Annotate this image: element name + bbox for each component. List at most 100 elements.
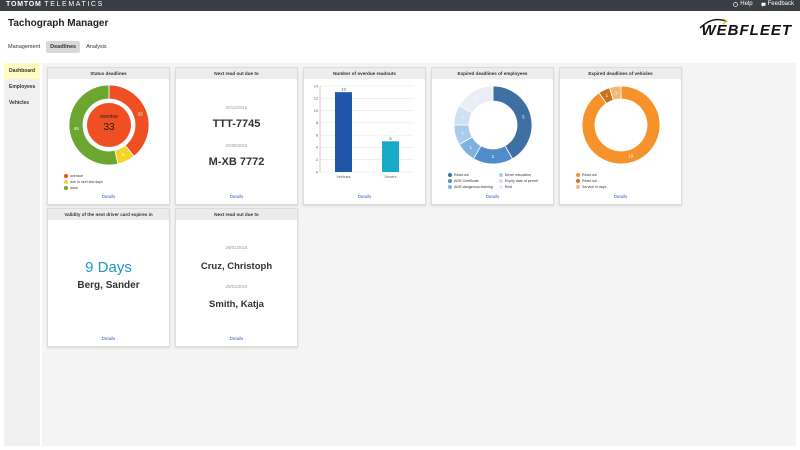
legend-label: Read out ... — [582, 179, 601, 183]
legend-swatch — [64, 186, 68, 190]
legend-swatch — [498, 185, 503, 189]
donut-slice-done — [68, 84, 119, 166]
donut-slice-read-out — [581, 85, 661, 165]
days-remaining: 9 Days — [85, 259, 132, 276]
card-title: Expired deadlines of vehicles — [560, 68, 681, 79]
legend-swatch — [576, 173, 580, 177]
readout-date: 20/09/2016 — [225, 143, 248, 148]
legend-label: ADR Certificate — [454, 179, 479, 183]
vehicle-plate: M-XB 7772 — [208, 156, 265, 168]
card-title: Status deadlines — [48, 68, 169, 79]
details-link[interactable]: Details — [229, 336, 244, 341]
employees-expired-card: Expired deadlines of employees 5 2 1 1 1 2 Re… — [431, 67, 554, 205]
next-readout-vehicles-card: Next read out due to 20/11/2015 TTT-7745… — [175, 67, 298, 205]
status-deadlines-card: Status deadlines 33 6 45 overdue 33 overdu… — [47, 67, 170, 205]
driver-card-validity-card: Validity of the next driver card expires… — [47, 208, 170, 347]
y-tick-label: 6 — [316, 133, 318, 137]
details-link[interactable]: Details — [101, 336, 116, 341]
employees-legend: Read out ADR Certificate ADR-dangerous-t… — [448, 172, 538, 190]
top-bar: TOMTOM TELEMATICS Help Feedback — [0, 0, 800, 11]
status-donut-chart: 33 6 45 overdue 33 — [68, 84, 150, 166]
donut-slice-rest — [458, 85, 494, 114]
x-tick-label: Vehicles — [336, 175, 350, 179]
feedback-link[interactable]: Feedback — [761, 1, 794, 7]
donut-slice-label: 1 — [606, 93, 609, 98]
y-tick-label: 4 — [316, 146, 318, 150]
donut-center-value: 33 — [103, 122, 115, 133]
bar-value-label: 5 — [389, 136, 392, 141]
legend-swatch — [448, 179, 452, 183]
donut-slice-label: 1 — [461, 131, 464, 136]
legend-label: Rest — [504, 185, 513, 189]
details-link[interactable]: Details — [357, 194, 372, 199]
legend-swatch — [64, 180, 68, 184]
feedback-icon — [761, 2, 766, 7]
y-tick-label: 8 — [316, 121, 318, 125]
details-link[interactable]: Details — [229, 194, 244, 199]
details-link[interactable]: Details — [613, 194, 628, 199]
bar-drivers — [382, 141, 399, 172]
tab-management[interactable]: Management — [8, 44, 41, 50]
legend-swatch — [64, 174, 68, 178]
donut-slice-label: 19 — [628, 154, 634, 159]
sidebar-item-employees[interactable]: Employees — [9, 84, 36, 90]
brand-logo: TOMTOM TELEMATICS — [6, 1, 104, 8]
legend-swatch — [576, 185, 580, 189]
donut-center-label: overdue — [100, 114, 118, 120]
vehicles-legend: Read out Read out ... Service in days — [576, 172, 606, 190]
tab-deadlines[interactable]: Deadlines — [46, 41, 81, 53]
tab-analysis[interactable]: Analysis — [86, 44, 107, 50]
details-link[interactable]: Details — [101, 194, 116, 199]
card-title: Next read out due to — [176, 68, 297, 79]
donut-slice-read-out — [492, 85, 533, 160]
donut-slice-label: 1 — [615, 90, 618, 95]
help-link[interactable]: Help — [733, 1, 753, 7]
card-title: Expired deadlines of employees — [432, 68, 553, 79]
legend-swatch — [576, 179, 580, 183]
donut-slice-label: 2 — [492, 154, 495, 159]
overdue-readouts-card: Number of overdue readouts 0 2 4 6 8 10 12 14 13… — [303, 67, 426, 205]
sidebar-item-dashboard[interactable]: Dashboard — [4, 63, 40, 79]
vehicle-plate: TTT-7745 — [212, 118, 261, 130]
donut-slice-label: 45 — [74, 126, 80, 131]
donut-slice-label: 5 — [522, 114, 525, 119]
legend-swatch — [498, 173, 503, 177]
driver-name: Cruz, Christoph — [200, 261, 273, 272]
readout-date: 25/01/2016 — [225, 284, 248, 289]
bar-vehicles — [335, 92, 352, 172]
legend-label: Read out — [454, 173, 469, 177]
donut-slice-label: 6 — [122, 152, 125, 157]
legend-label: overdue — [70, 174, 83, 178]
y-tick-label: 12 — [314, 97, 318, 101]
legend-label: due in next few days — [70, 180, 103, 184]
legend-label: Read out — [582, 173, 597, 177]
legend-label: Service in days — [582, 185, 607, 189]
card-title: Next read out due to — [176, 209, 297, 220]
status-legend: overdue due in next few days done — [64, 173, 103, 191]
readout-date: 26/01/2016 — [225, 245, 248, 250]
vehicles-expired-card: Expired deadlines of vehicles 19 1 1 Read … — [559, 67, 682, 205]
page-title: Tachograph Manager — [8, 18, 109, 29]
details-link[interactable]: Details — [485, 194, 500, 199]
legend-label: done — [70, 186, 78, 190]
y-tick-label: 10 — [314, 109, 318, 113]
legend-label: ADR-dangerous-training — [454, 185, 493, 189]
sidebar-item-vehicles[interactable]: Vehicles — [9, 100, 30, 106]
dashboard-content: Status deadlines 33 6 45 overdue 33 overdu… — [42, 63, 796, 446]
webfleet-swoosh-icon — [699, 18, 728, 29]
donut-center — [87, 103, 131, 147]
sidebar: Dashboard Employees Vehicles — [4, 63, 40, 446]
y-tick-label: 0 — [316, 170, 318, 174]
webfleet-logo: WEBFLEET — [698, 18, 792, 40]
y-tick-label: 14 — [314, 84, 318, 88]
driver-name: Smith, Katja — [209, 299, 264, 310]
card-title: Number of overdue readouts — [304, 68, 425, 79]
donut-slice-label: 1 — [461, 114, 464, 119]
employees-donut-chart: 5 2 1 1 1 2 — [453, 85, 533, 165]
donut-slice-label: 2 — [476, 95, 479, 100]
x-tick-label: Drivers — [384, 175, 396, 179]
readout-date: 20/11/2015 — [225, 105, 248, 110]
legend-swatch — [498, 179, 503, 183]
bar-value-label: 13 — [341, 87, 346, 92]
